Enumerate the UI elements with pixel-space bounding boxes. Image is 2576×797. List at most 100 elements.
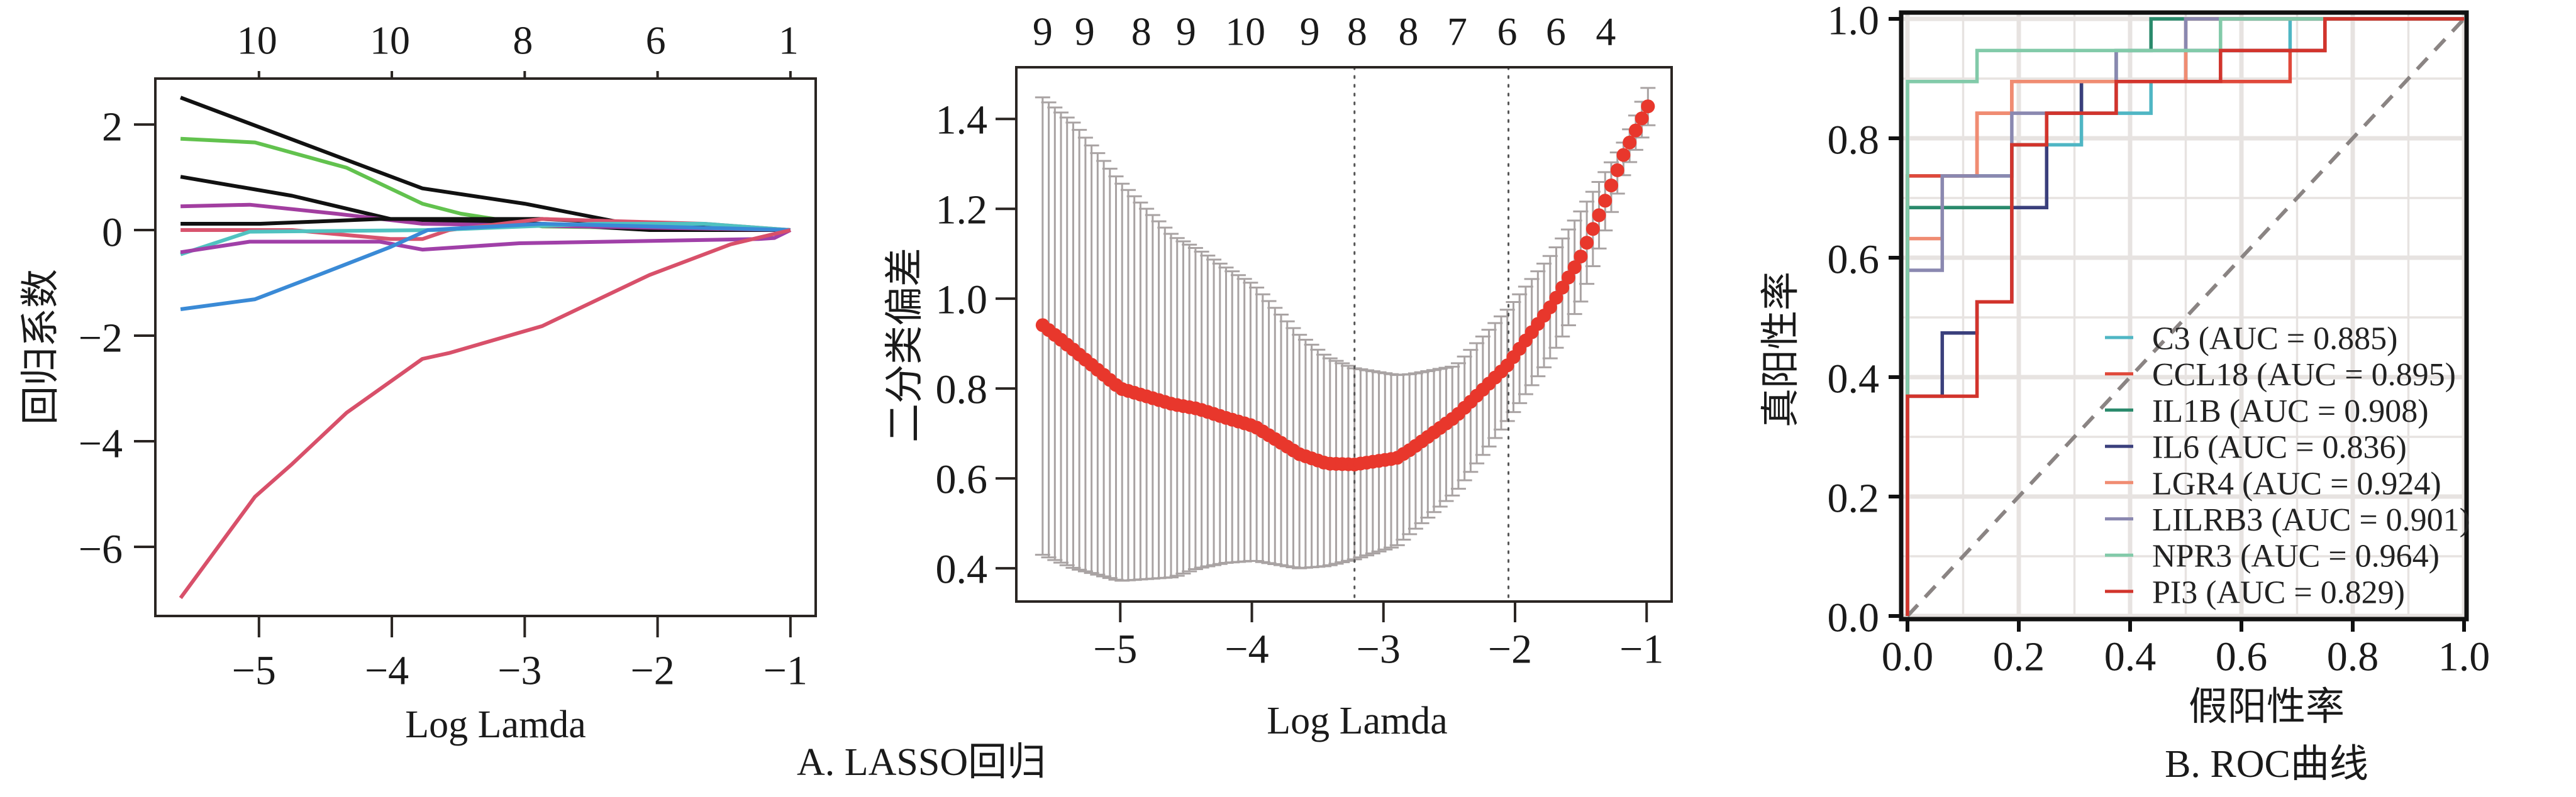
y-tick-label: −4: [79, 420, 123, 466]
legend-item: NPR3 (AUC = 0.964): [2105, 539, 2440, 574]
legend-label: CCL18 (AUC = 0.895): [2152, 357, 2456, 393]
panel-b-xlabel: 假阳性率: [2189, 686, 2345, 728]
top-axis-label: 6: [1497, 9, 1517, 54]
panel-a1-ylabel: 回归系数: [19, 269, 62, 425]
deviance-point: [1610, 163, 1624, 177]
x-tick-label: −1: [1619, 627, 1663, 673]
x-tick-label: −2: [630, 648, 674, 694]
coefficient-path-line: [179, 228, 791, 600]
plot-frame: [1015, 66, 1673, 603]
top-axis-label: 10: [370, 18, 410, 63]
top-axis-label: 8: [1347, 9, 1367, 54]
y-tick-label: 1.2: [936, 187, 988, 233]
top-axis-label: 10: [237, 18, 277, 63]
legend-item: LILRB3 (AUC = 0.901): [2105, 502, 2470, 538]
legend-item: IL1B (AUC = 0.908): [2105, 393, 2429, 429]
y-tick-label: −2: [79, 316, 123, 361]
top-axis-label: 1: [779, 18, 799, 63]
legend-label: LGR4 (AUC = 0.924): [2152, 466, 2441, 502]
plot-frame: [1899, 10, 2469, 622]
x-tick-label: 0.8: [2327, 634, 2379, 680]
top-axis-label: 9: [1300, 9, 1320, 54]
coefficient-path-line: [180, 136, 791, 232]
legend-item: PI3 (AUC = 0.829): [2105, 574, 2405, 610]
y-tick-label: 1.4: [936, 97, 988, 143]
deviance-point: [1604, 179, 1619, 193]
coefficient-path-line: [180, 222, 791, 311]
y-tick-label: −6: [79, 526, 123, 572]
legend: C3 (AUC = 0.885)CCL18 (AUC = 0.895)IL1B …: [2105, 321, 2470, 610]
y-tick-label: 2: [102, 104, 123, 150]
deviance-point: [1592, 208, 1606, 223]
roc-curve-lgr4: [1906, 17, 2464, 616]
x-tick-label: 0.4: [2104, 634, 2157, 680]
y-tick-label: 0.0: [1828, 595, 1880, 641]
y-tick-label: 0.4: [936, 547, 988, 593]
panel-a2-xlabel: Log Lamda: [1267, 700, 1448, 742]
top-axis-label: 9: [1033, 9, 1053, 54]
legend-label: NPR3 (AUC = 0.964): [2152, 539, 2440, 574]
legend-item: LGR4 (AUC = 0.924): [2105, 466, 2441, 502]
roc-curve-chart: 0.0 0.2 0.4 0.6 0.8 1.0 0.0 0.2 0.4 0.6 0.8 1.0 C3 (…: [1828, 0, 2490, 680]
x-tick-label: −5: [232, 648, 276, 694]
y-tick-label: 0.8: [1828, 118, 1880, 163]
roc-curve-pi3: [1906, 17, 2464, 616]
lasso-cv-deviance-chart: −5 −4 −3 −2 −10.40.60.81.01.21.49 9 8 9 10 9 8 8 7 6 6…: [936, 9, 1673, 673]
legend-item: C3 (AUC = 0.885): [2105, 321, 2397, 357]
top-axis-label: 8: [1131, 9, 1152, 54]
deviance-point: [1623, 135, 1637, 150]
deviance-point: [1635, 111, 1649, 126]
x-tick-label: −3: [497, 648, 541, 694]
deviance-point: [1555, 280, 1570, 295]
deviance-point: [1616, 148, 1631, 162]
deviance-point: [1561, 270, 1575, 285]
x-tick-label: 1.0: [2438, 634, 2490, 680]
top-axis-label: 8: [1399, 9, 1419, 54]
x-tick-label: 0.6: [2216, 634, 2268, 680]
caption-panel-b: B. ROC曲线: [2165, 743, 2368, 786]
deviance-point: [1598, 194, 1613, 208]
panel-a1-xlabel: Log Lamda: [405, 703, 586, 746]
reference-diagonal-dashed-line: [1906, 17, 2466, 618]
y-tick-label: 0: [102, 210, 123, 256]
top-axis-label: 9: [1075, 9, 1095, 54]
deviance-point: [1585, 222, 1600, 236]
roc-curve-npr3: [1906, 17, 2464, 616]
y-tick-label: 0.8: [936, 367, 988, 413]
coefficient-path-line: [180, 228, 792, 255]
x-tick-label: −1: [763, 648, 808, 694]
top-axis-label: 4: [1596, 9, 1616, 54]
y-tick-label: 1.0: [1828, 0, 1880, 44]
legend-label: IL1B (AUC = 0.908): [2152, 393, 2429, 429]
deviance-point: [1567, 260, 1582, 275]
y-tick-label: 0.2: [1828, 476, 1880, 522]
top-axis-label: 8: [513, 18, 533, 63]
top-axis-label: 9: [1176, 9, 1196, 54]
x-tick-label: −4: [1224, 627, 1269, 673]
x-tick-label: −4: [365, 648, 409, 694]
y-tick-label: 0.6: [1828, 237, 1880, 283]
deviance-point: [1574, 250, 1588, 264]
legend-label: IL6 (AUC = 0.836): [2152, 430, 2407, 466]
deviance-point: [1549, 290, 1563, 305]
deviance-point: [1641, 99, 1655, 114]
y-tick-label: 1.0: [936, 277, 988, 323]
y-tick-label: 0.4: [1828, 356, 1880, 402]
panel-a2-ylabel: 二分类偏差: [884, 248, 926, 442]
x-tick-label: 0.0: [1882, 634, 1934, 680]
lasso-coefficient-path-chart: −5 −4 −3 −2 −1 −6 −4 −2 0 2 10 10 8 6 1: [79, 18, 817, 694]
legend-label: LILRB3 (AUC = 0.901): [2152, 502, 2470, 538]
roc-curve-lilrb3: [1906, 17, 2464, 616]
legend-label: PI3 (AUC = 0.829): [2152, 574, 2405, 610]
legend-item: IL6 (AUC = 0.836): [2105, 430, 2407, 466]
x-tick-label: −2: [1488, 627, 1532, 673]
x-tick-label: −5: [1093, 627, 1137, 673]
top-axis-label: 6: [646, 18, 666, 63]
panel-b-ylabel: 真阳性率: [1760, 272, 1802, 427]
legend-item: CCL18 (AUC = 0.895): [2105, 357, 2456, 393]
caption-panel-a: A. LASSO回归: [797, 741, 1046, 784]
x-tick-label: −3: [1357, 627, 1401, 673]
plot-frame: [154, 77, 817, 617]
coefficient-path-line: [180, 175, 791, 232]
